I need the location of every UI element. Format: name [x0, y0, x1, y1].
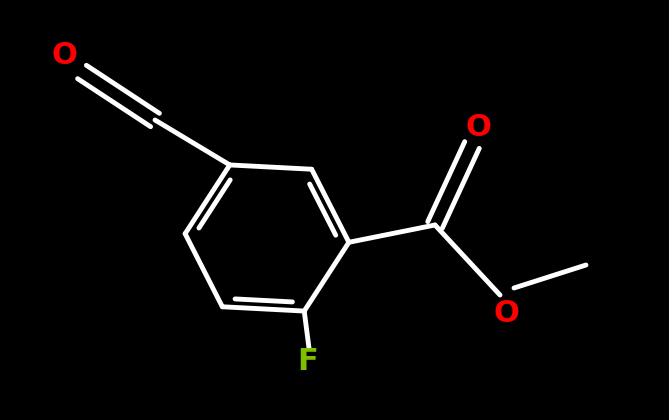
- Text: O: O: [51, 42, 77, 71]
- Text: O: O: [493, 299, 519, 328]
- Text: O: O: [465, 113, 491, 142]
- Text: F: F: [298, 347, 318, 376]
